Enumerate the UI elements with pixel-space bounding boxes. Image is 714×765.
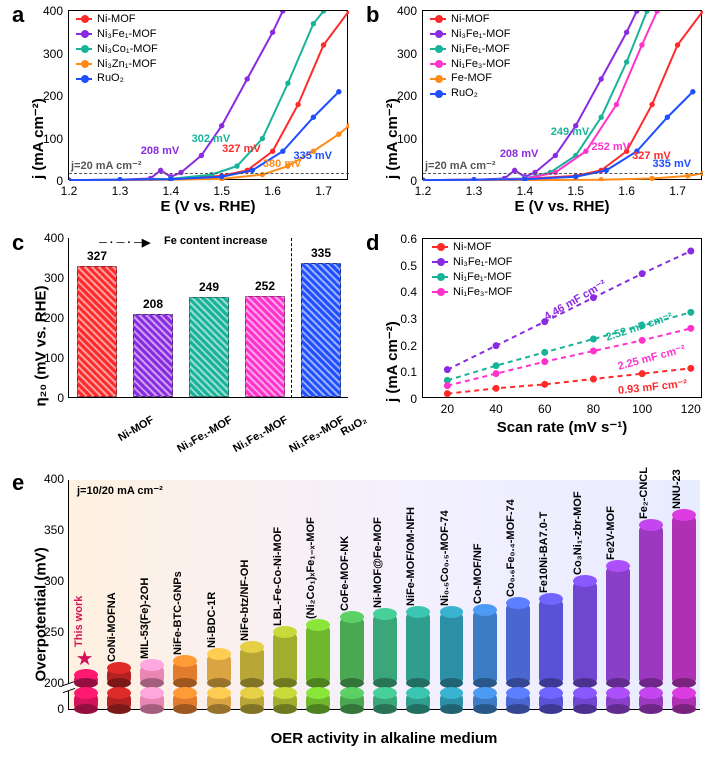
panel-e: e Overpotential (mV) 0200250300350400j=1… [6,468,708,763]
panel-b: b j (mA cm⁻²) 01002003004001.21.31.41.51… [360,0,710,220]
panel-a-xlabel: E (V vs. RHE) [68,198,348,215]
panel-e-label: e [12,470,24,496]
panel-a: a j (mA cm⁻²) 01002003004001.21.31.41.51… [6,0,356,220]
panel-d-legend: Ni-MOFNi₃Fe₁-MOFNi₁Fe₁-MOFNi₁Fe₃-MOF [432,240,513,299]
panel-c: c η₂₀ (mV vs. RHE) 0100200300400327Ni-MO… [6,228,356,458]
panel-b-xlabel: E (V vs. RHE) [422,198,702,215]
panel-d: d j (mA cm⁻²) 00.10.20.30.40.50.62040608… [360,228,710,458]
panel-e-xlabel: OER activity in alkaline medium [68,730,700,747]
panel-a-legend: Ni-MOFNi₃Fe₁-MOFNi₃Co₁-MOFNi₃Zn₁-MOFRuO₂ [76,12,158,86]
panel-e-plot: 0200250300350400j=10/20 mA cm⁻²This work… [68,480,700,710]
panel-d-ylabel: j (mA cm⁻²) [383,262,401,402]
panel-c-plot: 0100200300400327Ni-MOF208Ni₃Fe₁-MOF249Ni… [68,238,348,398]
panel-d-xlabel: Scan rate (mV s⁻¹) [422,418,702,436]
panel-e-ylabel: Overpotential (mV) [33,512,50,682]
panel-b-legend: Ni-MOFNi₃Fe₁-MOFNi₁Fe₁-MOFNi₁Fe₃-MOFFe-M… [430,12,511,101]
panel-c-label: c [12,230,24,256]
